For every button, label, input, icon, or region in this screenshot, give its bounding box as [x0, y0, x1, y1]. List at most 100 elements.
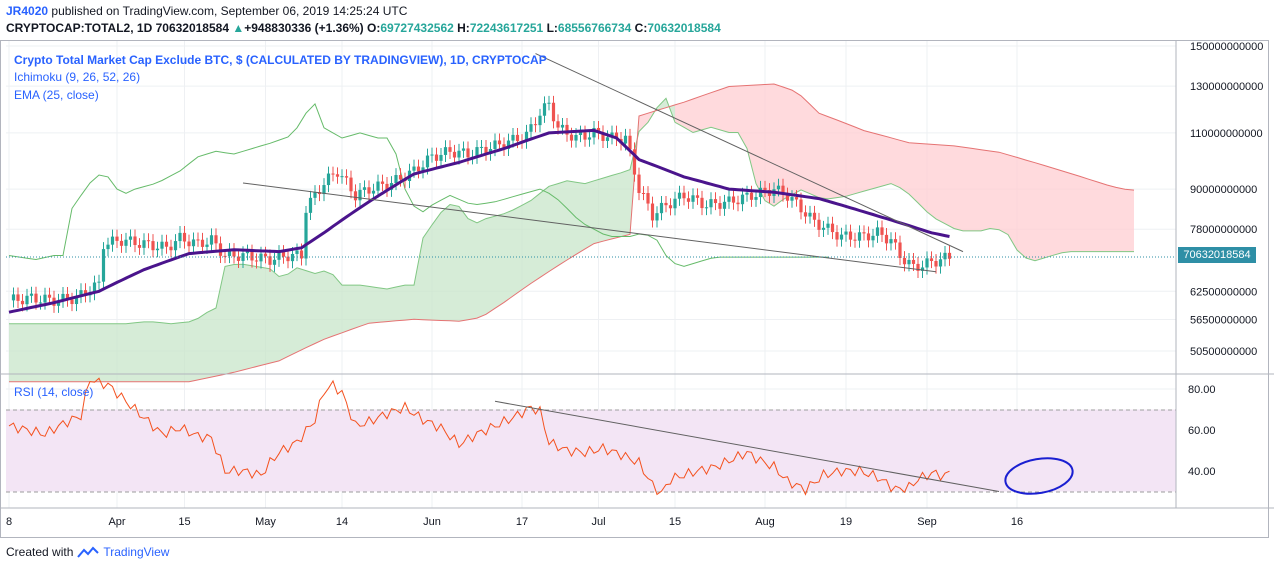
candle-body	[371, 190, 376, 194]
candle-body	[263, 253, 268, 257]
candle-body	[556, 121, 560, 128]
candle-body	[866, 233, 871, 241]
candle-body	[358, 189, 362, 201]
candle-body	[452, 151, 457, 158]
candle-body	[187, 241, 191, 247]
ichimoku-legend[interactable]: Ichimoku (9, 26, 52, 26)	[14, 70, 141, 84]
candle-body	[394, 175, 398, 184]
candle-body	[79, 290, 83, 297]
candle-body	[677, 192, 682, 199]
candle-body	[281, 252, 286, 257]
candle-body	[947, 252, 952, 259]
candle-body	[11, 294, 16, 301]
candle-body	[308, 197, 313, 213]
open-value: 69727432562	[380, 21, 454, 35]
candle-body	[763, 187, 767, 191]
candle-body	[461, 148, 466, 151]
candle-body	[925, 258, 929, 268]
candle-body	[916, 263, 920, 271]
candle-body	[430, 154, 434, 156]
low-value: 68556766734	[557, 21, 632, 35]
candle-body	[587, 137, 592, 140]
candle-body	[583, 132, 587, 140]
candle-body	[254, 260, 259, 262]
candle-body	[380, 181, 385, 184]
candle-body	[907, 259, 911, 265]
candle-body	[425, 155, 430, 168]
ichimoku-cloud	[9, 83, 1134, 382]
candle-body	[889, 239, 893, 244]
candle-body	[142, 240, 146, 248]
candle-body	[569, 134, 574, 141]
candle-body	[376, 181, 380, 191]
candle-body	[367, 187, 371, 194]
candle-body	[722, 201, 727, 209]
candle-body	[542, 103, 547, 116]
candle-body	[92, 282, 97, 294]
close-value: 70632018584	[647, 21, 721, 35]
candle-body	[412, 166, 416, 171]
candle-body	[331, 173, 335, 175]
candle-body	[506, 140, 511, 149]
candle-body	[893, 239, 898, 243]
rsi-tick-label: 80.00	[1188, 384, 1216, 396]
candle-body	[20, 300, 25, 305]
candle-body	[830, 223, 835, 233]
candle-body	[110, 236, 115, 245]
candle-body	[898, 242, 902, 258]
candle-body	[646, 193, 650, 204]
candle-body	[686, 198, 691, 202]
chart-title[interactable]: Crypto Total Market Cap Exclude BTC, $ (…	[14, 53, 547, 67]
candle-body	[43, 294, 47, 303]
candle-body	[835, 232, 839, 240]
candle-body	[929, 258, 934, 261]
candle-body	[38, 302, 43, 304]
candle-body	[574, 135, 578, 141]
time-tick-label: 19	[840, 516, 852, 528]
candle-body	[691, 195, 695, 202]
rsi-trendline	[494, 400, 1000, 492]
time-axis: 8 Apr 15 May 14 Jun 17 Jul 15 Aug 19 Sep 16	[6, 516, 1023, 528]
candle-body	[668, 205, 673, 209]
candle-body	[565, 124, 569, 135]
candle-body	[200, 239, 205, 247]
candle-body	[713, 199, 718, 204]
author-username[interactable]: JR4020	[6, 4, 49, 18]
candle-body	[637, 174, 641, 194]
price-tick-label: 62500000000	[1190, 286, 1257, 298]
time-tick-label: 17	[516, 516, 528, 528]
candle-body	[443, 147, 448, 155]
tradingview-brand[interactable]: TradingView	[103, 545, 170, 559]
candle-body	[515, 134, 520, 142]
price-trendline	[535, 53, 964, 253]
candle-body	[551, 102, 556, 122]
rsi-legend[interactable]: RSI (14, close)	[14, 385, 94, 399]
candle-body	[61, 293, 65, 301]
candle-body	[304, 212, 308, 259]
candle-body	[682, 192, 686, 199]
candle-body	[70, 299, 74, 305]
ema-line	[8, 128, 950, 314]
candle-body	[655, 213, 659, 221]
change-value: +948830336 (+1.36%)	[244, 21, 364, 35]
candle-body	[920, 267, 925, 271]
candle-body	[151, 241, 155, 251]
rsi-line	[8, 377, 950, 496]
ema-legend[interactable]: EMA (25, close)	[14, 88, 99, 102]
candle-body	[938, 259, 943, 267]
candle-body	[659, 202, 664, 214]
candle-body	[475, 147, 479, 157]
candle-body	[97, 281, 101, 283]
low-label: L:	[546, 21, 558, 35]
time-tick-label: 15	[669, 516, 681, 528]
candle-body	[529, 124, 533, 132]
candle-body	[245, 251, 250, 254]
candle-body	[628, 135, 632, 150]
price-tick-label: 56500000000	[1190, 315, 1257, 327]
candle-body	[484, 146, 488, 154]
candle-body	[227, 250, 232, 257]
candle-body	[745, 192, 749, 195]
candle-body	[560, 124, 565, 128]
candle-body	[605, 137, 610, 141]
